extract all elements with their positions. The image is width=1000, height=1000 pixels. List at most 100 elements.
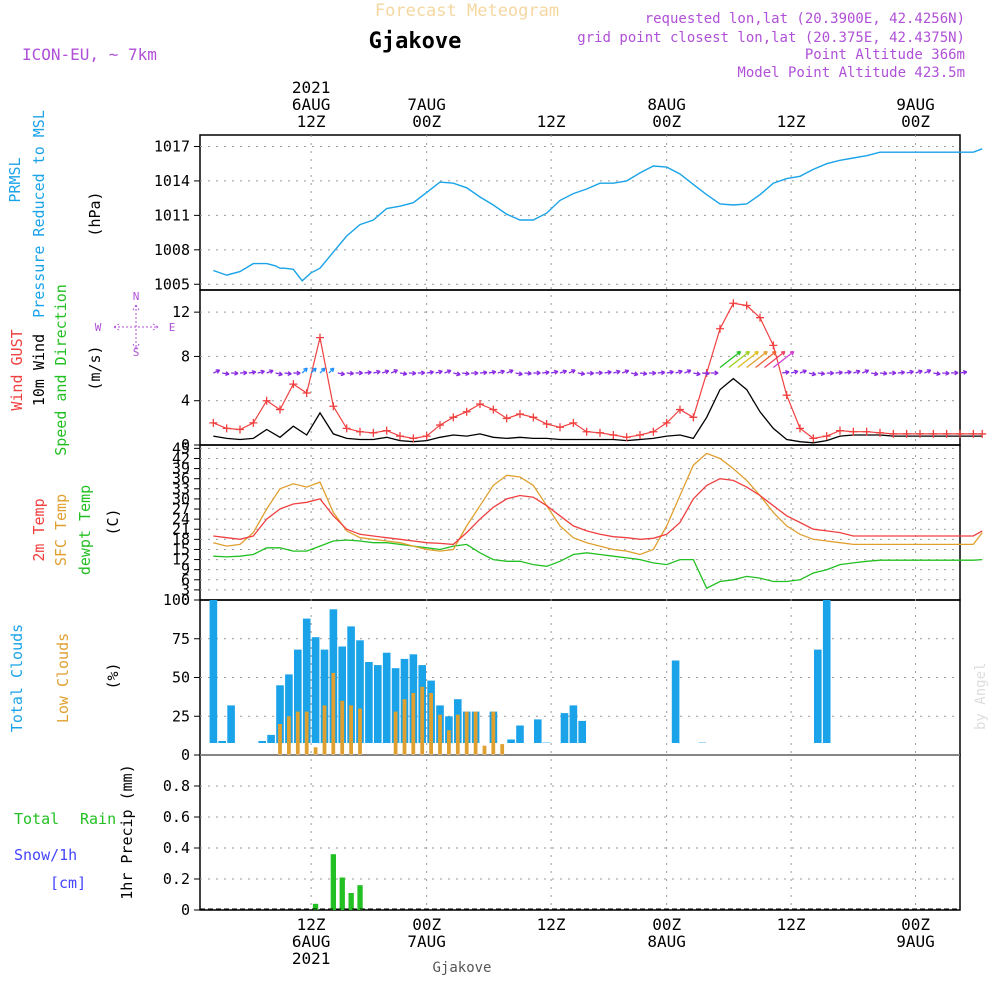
wind-direction-arrow — [897, 370, 906, 376]
y-tick-label: 30 — [172, 490, 190, 508]
wind-direction-arrow — [399, 371, 408, 377]
gust-marker — [462, 407, 471, 416]
wind-direction-arrow — [888, 370, 897, 376]
gust-marker — [476, 400, 484, 409]
low-cloud-bar — [420, 686, 425, 755]
y-tick-label: 25 — [172, 707, 190, 725]
wind-direction-arrow — [524, 370, 532, 376]
y-tick-label: 0.6 — [163, 808, 190, 826]
model-altitude: Model Point Altitude 423.5m — [737, 65, 965, 81]
y-tick-label: 1014 — [154, 172, 190, 190]
wind-direction-arrow — [861, 369, 870, 374]
gust-marker — [769, 341, 778, 350]
wind-direction-arrow — [417, 370, 426, 376]
gust-marker — [916, 429, 924, 438]
pressure-unit-label: (hPa) — [86, 191, 104, 236]
wind-direction-arrow — [515, 371, 523, 377]
y-tick-label: 4 — [181, 392, 190, 410]
watermark: by Angel — [973, 663, 989, 730]
y-tick-label: 75 — [172, 630, 190, 648]
wind-direction-arrow — [462, 371, 470, 377]
wind-direction-arrow — [782, 369, 790, 375]
wind-direction-arrow — [239, 370, 248, 376]
precip-snow-label: Snow/1h — [14, 846, 77, 864]
wind-direction-arrow — [870, 371, 879, 377]
gust-marker — [676, 405, 684, 414]
gust-marker — [716, 324, 724, 333]
precip-axis-label: 1hr Precip (mm) — [118, 764, 136, 899]
wind-direction-arrow — [275, 371, 283, 377]
total-cloud-bar — [671, 660, 680, 743]
gust-marker — [929, 429, 938, 438]
gust-marker — [596, 428, 604, 437]
wind-direction-arrow — [684, 369, 692, 374]
y-tick-label: 0.2 — [163, 870, 190, 888]
wind-direction-arrow — [257, 369, 265, 375]
total-cloud-bar — [347, 626, 355, 743]
wind-direction-arrow — [755, 350, 777, 369]
gust-marker — [796, 424, 804, 433]
gust-marker — [622, 433, 631, 442]
top-time-label: 2021 — [292, 78, 331, 97]
y-tick-label: 1005 — [154, 275, 190, 293]
dewpoint-line — [213, 539, 983, 590]
wind-direction-arrow — [959, 369, 968, 375]
y-tick-label: 12 — [172, 303, 190, 321]
gust-marker — [978, 429, 987, 438]
low-cloud-bar — [447, 730, 451, 755]
y-tick-label: 1011 — [154, 206, 190, 224]
gust-marker — [369, 428, 378, 437]
temp-unit-label: (C) — [104, 508, 122, 535]
wind-direction-arrow — [346, 370, 354, 376]
wind-direction-arrow — [746, 350, 768, 369]
low-cloud-bar — [491, 711, 496, 755]
wind-direction-arrow — [711, 370, 719, 376]
gust-marker — [742, 301, 751, 310]
wind-direction-arrow — [639, 371, 648, 377]
low-cloud-bar — [313, 747, 318, 756]
wind-direction-arrow — [382, 369, 390, 375]
compass-rose — [113, 304, 159, 350]
gust-marker — [889, 429, 898, 438]
wind-direction-arrow — [586, 370, 595, 376]
wind-10m-label: 10m Wind — [30, 334, 48, 406]
y-tick-label: 3 — [181, 581, 190, 599]
temp-dewpt-label: dewpt Temp — [76, 485, 94, 575]
gust-marker — [516, 410, 524, 418]
wind-direction-arrow — [222, 371, 230, 377]
compass-w: W — [95, 321, 102, 334]
wind-direction-arrow — [373, 369, 381, 375]
wind-direction-arrow — [666, 369, 674, 375]
total-cloud-bar — [209, 600, 218, 743]
wind-direction-arrow — [533, 370, 541, 376]
gust-marker — [969, 429, 978, 438]
panel-frame-1 — [199, 134, 961, 291]
location-title: Gjakove — [369, 29, 462, 54]
gust-marker — [449, 413, 458, 422]
temp-2m-label: 2m Temp — [30, 498, 48, 561]
y-tick-label: 0 — [181, 746, 190, 764]
y-tick-label: 45 — [172, 439, 190, 457]
requested-coords: requested lon,lat (20.3900E, 42.4256N) — [645, 11, 965, 27]
gust-marker — [956, 429, 964, 438]
gust-marker — [569, 418, 578, 427]
total-cloud-bar — [382, 652, 391, 743]
y-tick-label: 21 — [172, 520, 190, 538]
gust-marker — [422, 432, 431, 441]
gust-marker — [222, 424, 231, 433]
low-cloud-bar — [322, 705, 327, 755]
bottom-time-label: 12Z — [297, 915, 326, 934]
low-cloud-bar — [358, 708, 362, 755]
y-tick-label: 9 — [181, 561, 190, 579]
rain-bar — [339, 877, 345, 910]
wind-direction-arrow — [479, 370, 488, 376]
top-time-label: 6AUG — [292, 95, 331, 114]
bottom-time-label: 6AUG — [292, 932, 331, 951]
bottom-time-label: 12Z — [537, 915, 566, 934]
total-cloud-bar — [822, 600, 831, 743]
bottom-time-label: 2021 — [292, 949, 331, 968]
y-tick-label: 0 — [181, 901, 190, 919]
wind-direction-arrow — [737, 350, 759, 369]
total-cloud-bar — [507, 739, 515, 743]
